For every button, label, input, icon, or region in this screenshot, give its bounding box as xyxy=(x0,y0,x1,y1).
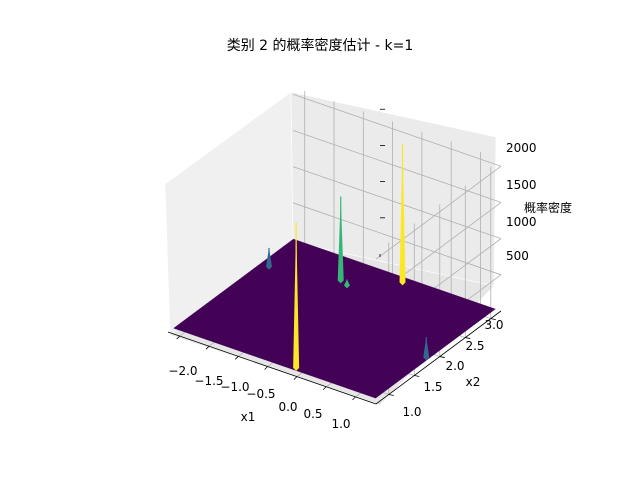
y-tick-mark xyxy=(490,318,496,320)
y-tick-label: 3.0 xyxy=(484,318,503,332)
y-tick-label: 1.5 xyxy=(423,380,442,394)
surface-mesh-line xyxy=(287,243,490,314)
left-grid-line xyxy=(292,93,502,167)
z-tick-label: 500 xyxy=(506,249,529,263)
surface-plot xyxy=(173,144,496,399)
x-tick-label: −2.0 xyxy=(168,364,197,378)
surface-mesh-line xyxy=(290,241,493,312)
surface-mesh-line xyxy=(248,272,451,343)
surface-mesh-line xyxy=(360,303,481,394)
y-tick-label: 2.5 xyxy=(465,339,484,353)
surface-mesh-line xyxy=(239,278,442,350)
surface-mesh-line xyxy=(272,254,475,325)
x-tick-mark xyxy=(322,386,327,391)
chart-title: 类别 2 的概率密度估计 - k=1 xyxy=(227,37,414,54)
axes xyxy=(167,108,502,405)
surface-mesh-line xyxy=(245,274,448,345)
surface-mesh-line xyxy=(257,265,460,336)
surface-mesh-line xyxy=(324,291,446,381)
surface-mesh-line xyxy=(269,256,472,327)
surface-mesh-line xyxy=(278,250,481,321)
surface-mesh-line xyxy=(345,298,466,388)
y-tick-label: 1.0 xyxy=(402,405,421,419)
surface-mesh-line xyxy=(284,245,487,316)
surface-mesh-line xyxy=(251,270,454,341)
z-tick-label: 1000 xyxy=(506,215,537,229)
surface-mesh-line xyxy=(279,275,400,366)
x-tick-label: 0.0 xyxy=(278,400,297,414)
x-tick-mark xyxy=(176,335,181,340)
y-axis-line xyxy=(375,310,502,405)
x-tick-mark xyxy=(235,356,239,360)
x-tick-mark xyxy=(264,366,268,370)
surface-mesh-line xyxy=(236,281,439,352)
left-grid-line xyxy=(292,130,502,203)
surface-mesh-line xyxy=(370,307,491,397)
x-axis-label: x1 xyxy=(241,410,256,424)
x-axis-line xyxy=(167,331,377,405)
y-tick-mark xyxy=(388,394,394,396)
surface-mesh-line xyxy=(242,276,445,348)
surface-mesh-line xyxy=(314,287,435,378)
surface-mesh-line xyxy=(335,294,456,385)
left-grid-line xyxy=(292,202,502,276)
z-tick-label: 2000 xyxy=(506,141,537,155)
x-tick-label: 1.0 xyxy=(331,417,350,431)
surface-mesh-line xyxy=(254,267,457,339)
surface-mesh-line xyxy=(281,247,484,319)
surface-mesh-line xyxy=(284,277,405,367)
y-tick-mark xyxy=(439,356,445,358)
z-axis-label: 概率密度 xyxy=(524,200,572,215)
x-tick-label: 0.5 xyxy=(303,407,322,421)
x-tick-mark xyxy=(352,396,356,401)
surface-mesh-line xyxy=(350,300,471,390)
x-tick-label: −1.5 xyxy=(194,374,223,388)
surface-mesh-line xyxy=(266,258,469,330)
surface-mesh-line xyxy=(304,284,425,374)
z-axis-ticks: 500 1000 1500 2000 概率密度 xyxy=(506,141,572,263)
surface-mesh-line xyxy=(275,252,478,323)
surface-mesh-line xyxy=(289,279,410,369)
surface-mesh-line xyxy=(293,238,496,310)
surface-mesh-line xyxy=(260,263,463,334)
surface-mesh-line xyxy=(375,308,496,399)
surface-mesh-line xyxy=(233,283,436,354)
left-grid-line xyxy=(292,166,502,239)
x-tick-label: −1.0 xyxy=(220,380,249,394)
x-axis-ticks: −2.0 −1.5 −1.0 −0.5 0.0 0.5 1.0 x1 xyxy=(168,364,350,431)
y-tick-label: 2.0 xyxy=(445,359,464,373)
surface-mesh-line xyxy=(330,293,451,383)
surface-mesh-line xyxy=(355,301,476,392)
surface-mesh-line xyxy=(299,282,420,373)
x-tick-mark xyxy=(205,345,210,350)
y-tick-mark xyxy=(414,375,420,377)
x-tick-label: −0.5 xyxy=(246,387,275,401)
surface-mesh-line xyxy=(319,289,441,380)
x-tick-mark xyxy=(293,376,298,380)
surface-mesh-line xyxy=(340,296,461,387)
y-tick-mark xyxy=(465,337,471,339)
surface-mesh-line xyxy=(309,286,430,376)
z-tick-label: 1500 xyxy=(506,178,537,192)
surface-mesh-line xyxy=(294,280,415,371)
y-axis-label: x2 xyxy=(466,375,481,389)
y-axis-ticks: 1.0 1.5 2.0 2.5 3.0 x2 xyxy=(402,318,503,419)
